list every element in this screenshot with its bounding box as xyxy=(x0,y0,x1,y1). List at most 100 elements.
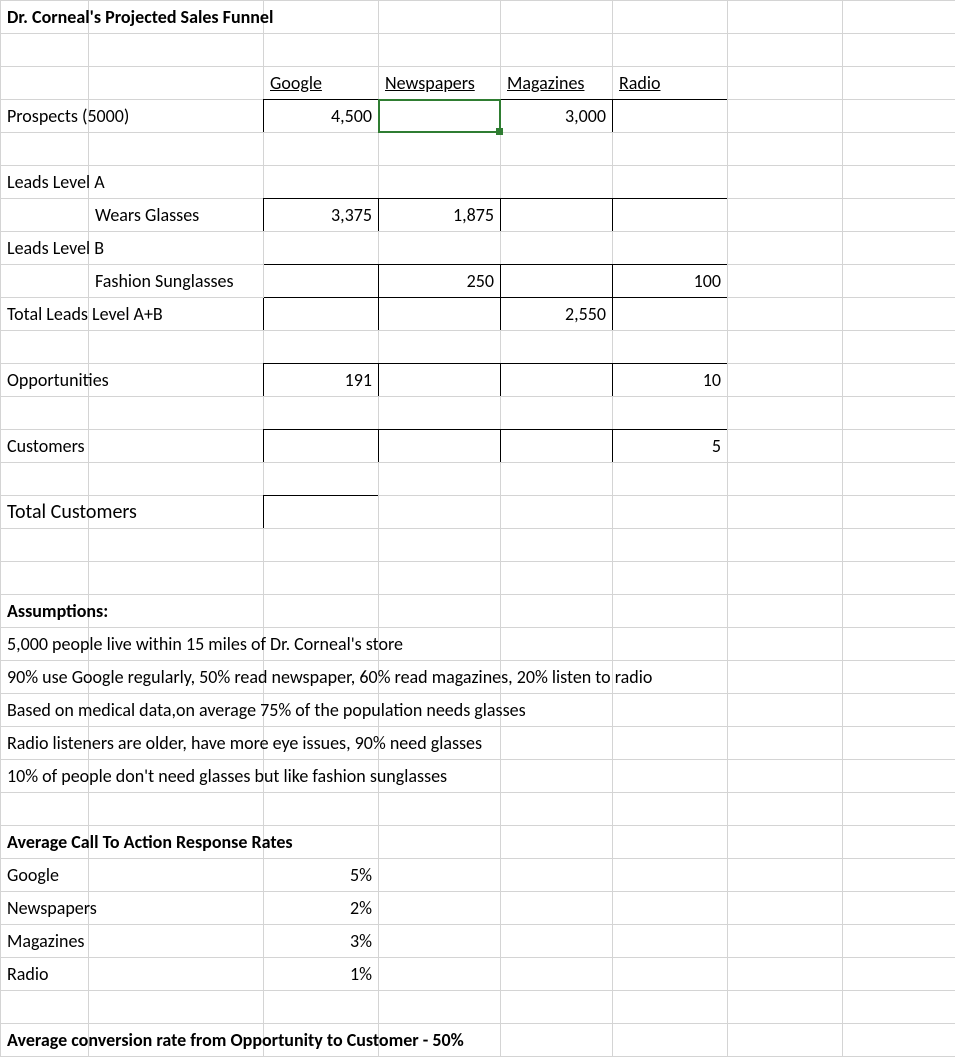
prospects-magazines[interactable]: 3,000 xyxy=(500,99,613,133)
cell[interactable] xyxy=(842,330,955,364)
total-leads-label[interactable]: Total Leads Level A+B xyxy=(0,297,89,331)
total-customers-label[interactable]: Total Customers xyxy=(0,495,89,529)
cell[interactable] xyxy=(88,594,264,628)
cell[interactable] xyxy=(727,957,843,991)
cell[interactable] xyxy=(378,132,501,166)
cell[interactable] xyxy=(727,891,843,925)
cell[interactable] xyxy=(88,132,264,166)
cell[interactable] xyxy=(842,429,955,463)
cell[interactable] xyxy=(612,528,728,562)
cell[interactable] xyxy=(612,330,728,364)
cell[interactable] xyxy=(727,231,843,265)
cell[interactable] xyxy=(88,363,264,397)
cell[interactable] xyxy=(378,0,501,34)
cell[interactable] xyxy=(612,1023,728,1057)
opportunities-label[interactable]: Opportunities xyxy=(0,363,89,397)
cell[interactable] xyxy=(842,297,955,331)
cell[interactable] xyxy=(842,99,955,133)
cell[interactable] xyxy=(263,1023,379,1057)
spreadsheet[interactable]: Dr. Corneal's Projected Sales Funnel Goo… xyxy=(0,0,955,1056)
cell[interactable] xyxy=(727,396,843,430)
cell[interactable] xyxy=(500,627,613,661)
cell[interactable] xyxy=(88,858,264,892)
cell[interactable] xyxy=(88,528,264,562)
cell[interactable] xyxy=(727,627,843,661)
total-leads-magazines[interactable]: 2,550 xyxy=(500,297,613,331)
cell[interactable] xyxy=(263,792,379,826)
cell[interactable] xyxy=(612,792,728,826)
cell[interactable] xyxy=(500,231,613,265)
cell[interactable] xyxy=(88,924,264,958)
cell[interactable] xyxy=(612,165,728,199)
cell[interactable] xyxy=(263,561,379,595)
cell[interactable] xyxy=(842,627,955,661)
cell[interactable] xyxy=(842,231,955,265)
cell[interactable] xyxy=(0,528,89,562)
cell[interactable] xyxy=(727,693,843,727)
cell[interactable] xyxy=(727,198,843,232)
cell[interactable] xyxy=(727,759,843,793)
cell[interactable] xyxy=(88,396,264,430)
wears-glasses-magazines[interactable] xyxy=(500,198,613,232)
fashion-radio[interactable]: 100 xyxy=(612,264,728,298)
cell[interactable] xyxy=(378,594,501,628)
cell[interactable] xyxy=(612,759,728,793)
cell[interactable] xyxy=(727,792,843,826)
cell[interactable] xyxy=(727,264,843,298)
cell[interactable] xyxy=(0,33,89,67)
cell[interactable] xyxy=(500,528,613,562)
cell[interactable] xyxy=(727,1023,843,1057)
cell[interactable] xyxy=(727,462,843,496)
assumption-2[interactable]: 90% use Google regularly, 50% read newsp… xyxy=(0,660,89,694)
cell[interactable] xyxy=(842,132,955,166)
cell[interactable] xyxy=(842,264,955,298)
opportunities-radio[interactable]: 10 xyxy=(612,363,728,397)
cell[interactable] xyxy=(842,858,955,892)
cell[interactable] xyxy=(88,33,264,67)
cell[interactable] xyxy=(612,33,728,67)
customers-label[interactable]: Customers xyxy=(0,429,89,463)
fashion-label[interactable]: Fashion Sunglasses xyxy=(88,264,264,298)
cell[interactable] xyxy=(842,759,955,793)
header-radio[interactable]: Radio xyxy=(612,66,728,100)
cell[interactable] xyxy=(727,165,843,199)
fashion-magazines[interactable] xyxy=(500,264,613,298)
assumption-4[interactable]: Radio listeners are older, have more eye… xyxy=(0,726,89,760)
cell[interactable] xyxy=(263,594,379,628)
cell[interactable] xyxy=(500,330,613,364)
cell[interactable] xyxy=(378,33,501,67)
cell[interactable] xyxy=(612,561,728,595)
cell[interactable] xyxy=(0,792,89,826)
total-leads-radio[interactable] xyxy=(612,297,728,331)
total-customers-value[interactable] xyxy=(263,495,379,529)
cell[interactable] xyxy=(727,66,843,100)
cell[interactable] xyxy=(612,594,728,628)
header-google[interactable]: Google xyxy=(263,66,379,100)
cell[interactable] xyxy=(378,858,501,892)
header-newspapers[interactable]: Newspapers xyxy=(378,66,501,100)
cell[interactable] xyxy=(500,495,613,529)
cell[interactable] xyxy=(378,528,501,562)
rate-google-label[interactable]: Google xyxy=(0,858,89,892)
cell[interactable] xyxy=(500,0,613,34)
header-magazines[interactable]: Magazines xyxy=(500,66,613,100)
cell[interactable] xyxy=(378,957,501,991)
cell[interactable] xyxy=(88,891,264,925)
cell[interactable] xyxy=(727,561,843,595)
cell[interactable] xyxy=(378,990,501,1024)
cell[interactable] xyxy=(88,429,264,463)
cell[interactable] xyxy=(0,264,89,298)
rate-magazines-label[interactable]: Magazines xyxy=(0,924,89,958)
cell[interactable] xyxy=(500,990,613,1024)
cell[interactable] xyxy=(727,858,843,892)
customers-google[interactable] xyxy=(263,429,379,463)
cell[interactable] xyxy=(842,363,955,397)
cell[interactable] xyxy=(378,231,501,265)
cell[interactable] xyxy=(0,66,89,100)
cell[interactable] xyxy=(500,132,613,166)
total-leads-google[interactable] xyxy=(263,297,379,331)
cell[interactable] xyxy=(612,627,728,661)
rate-newspapers-pct[interactable]: 2% xyxy=(263,891,379,925)
cell[interactable] xyxy=(500,759,613,793)
cell[interactable] xyxy=(0,396,89,430)
